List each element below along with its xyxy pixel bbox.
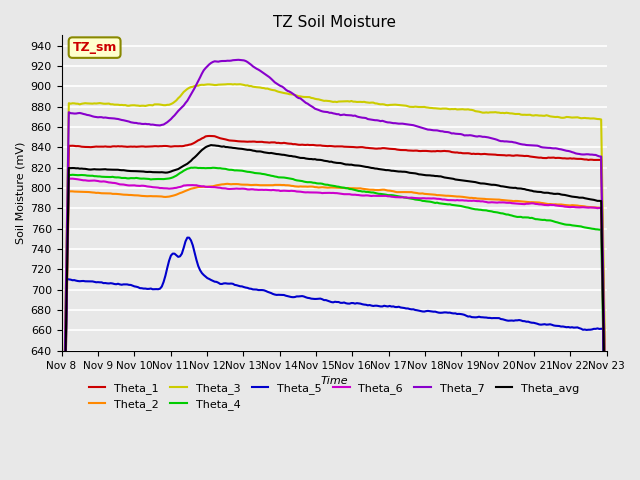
Theta_1 (205, 133, 213, 139)
Theta_2 (519, 199, 527, 204)
Theta_7 (519, 142, 527, 147)
Theta_avg (554, 191, 561, 197)
Line: Theta_4: Theta_4 (61, 168, 607, 480)
Theta_3 (393, 102, 401, 108)
X-axis label: Time: Time (320, 376, 348, 386)
Line: Theta_3: Theta_3 (61, 84, 607, 480)
Theta_1 (60, 464, 67, 470)
Line: Theta_5: Theta_5 (61, 238, 607, 480)
Theta_avg (519, 186, 527, 192)
Theta_6 (519, 201, 527, 207)
Theta_7 (384, 120, 392, 125)
Theta_1 (519, 153, 527, 159)
Line: Theta_6: Theta_6 (61, 179, 607, 480)
Theta_avg (382, 167, 390, 173)
Theta_6 (382, 193, 390, 199)
Theta_3 (554, 114, 561, 120)
Theta_7 (234, 57, 242, 63)
Theta_3 (519, 112, 527, 118)
Theta_2 (382, 187, 390, 193)
Theta_4 (554, 219, 561, 225)
Text: TZ_sm: TZ_sm (72, 41, 117, 54)
Theta_1 (554, 155, 561, 161)
Theta_4 (382, 192, 390, 198)
Theta_5 (184, 235, 191, 240)
Theta_avg (60, 478, 67, 480)
Theta_7 (60, 443, 67, 449)
Line: Theta_2: Theta_2 (61, 184, 607, 480)
Theta_2 (554, 202, 561, 207)
Theta_5 (519, 318, 527, 324)
Theta_6 (393, 194, 401, 200)
Theta_7 (554, 146, 561, 152)
Theta_4 (393, 193, 401, 199)
Theta_6 (384, 193, 392, 199)
Line: Theta_7: Theta_7 (61, 60, 607, 480)
Theta_5 (384, 303, 392, 309)
Line: Theta_avg: Theta_avg (61, 145, 607, 480)
Theta_2 (384, 188, 392, 193)
Theta_5 (393, 304, 401, 310)
Theta_1 (393, 147, 401, 153)
Theta_avg (384, 167, 392, 173)
Legend: Theta_1, Theta_2, Theta_3, Theta_4, Theta_5, Theta_6, Theta_7, Theta_avg: Theta_1, Theta_2, Theta_3, Theta_4, Thet… (84, 378, 584, 415)
Theta_1 (603, 473, 611, 479)
Theta_4 (519, 215, 527, 220)
Theta_2 (223, 181, 231, 187)
Theta_5 (382, 303, 390, 309)
Theta_3 (60, 437, 67, 443)
Theta_1 (384, 146, 392, 152)
Line: Theta_1: Theta_1 (61, 136, 607, 480)
Theta_avg (207, 142, 215, 148)
Theta_2 (393, 189, 401, 195)
Theta_3 (603, 448, 611, 454)
Theta_avg (393, 168, 401, 174)
Theta_5 (554, 323, 561, 329)
Theta_7 (393, 120, 401, 126)
Y-axis label: Soil Moisture (mV): Soil Moisture (mV) (15, 142, 25, 244)
Theta_3 (382, 102, 390, 108)
Theta_3 (225, 81, 233, 87)
Theta_4 (384, 192, 392, 198)
Theta_6 (65, 176, 73, 181)
Theta_7 (603, 471, 611, 477)
Title: TZ Soil Moisture: TZ Soil Moisture (273, 15, 396, 30)
Theta_7 (382, 119, 390, 125)
Theta_6 (554, 203, 561, 209)
Theta_1 (382, 145, 390, 151)
Theta_3 (384, 102, 392, 108)
Theta_4 (191, 165, 198, 170)
